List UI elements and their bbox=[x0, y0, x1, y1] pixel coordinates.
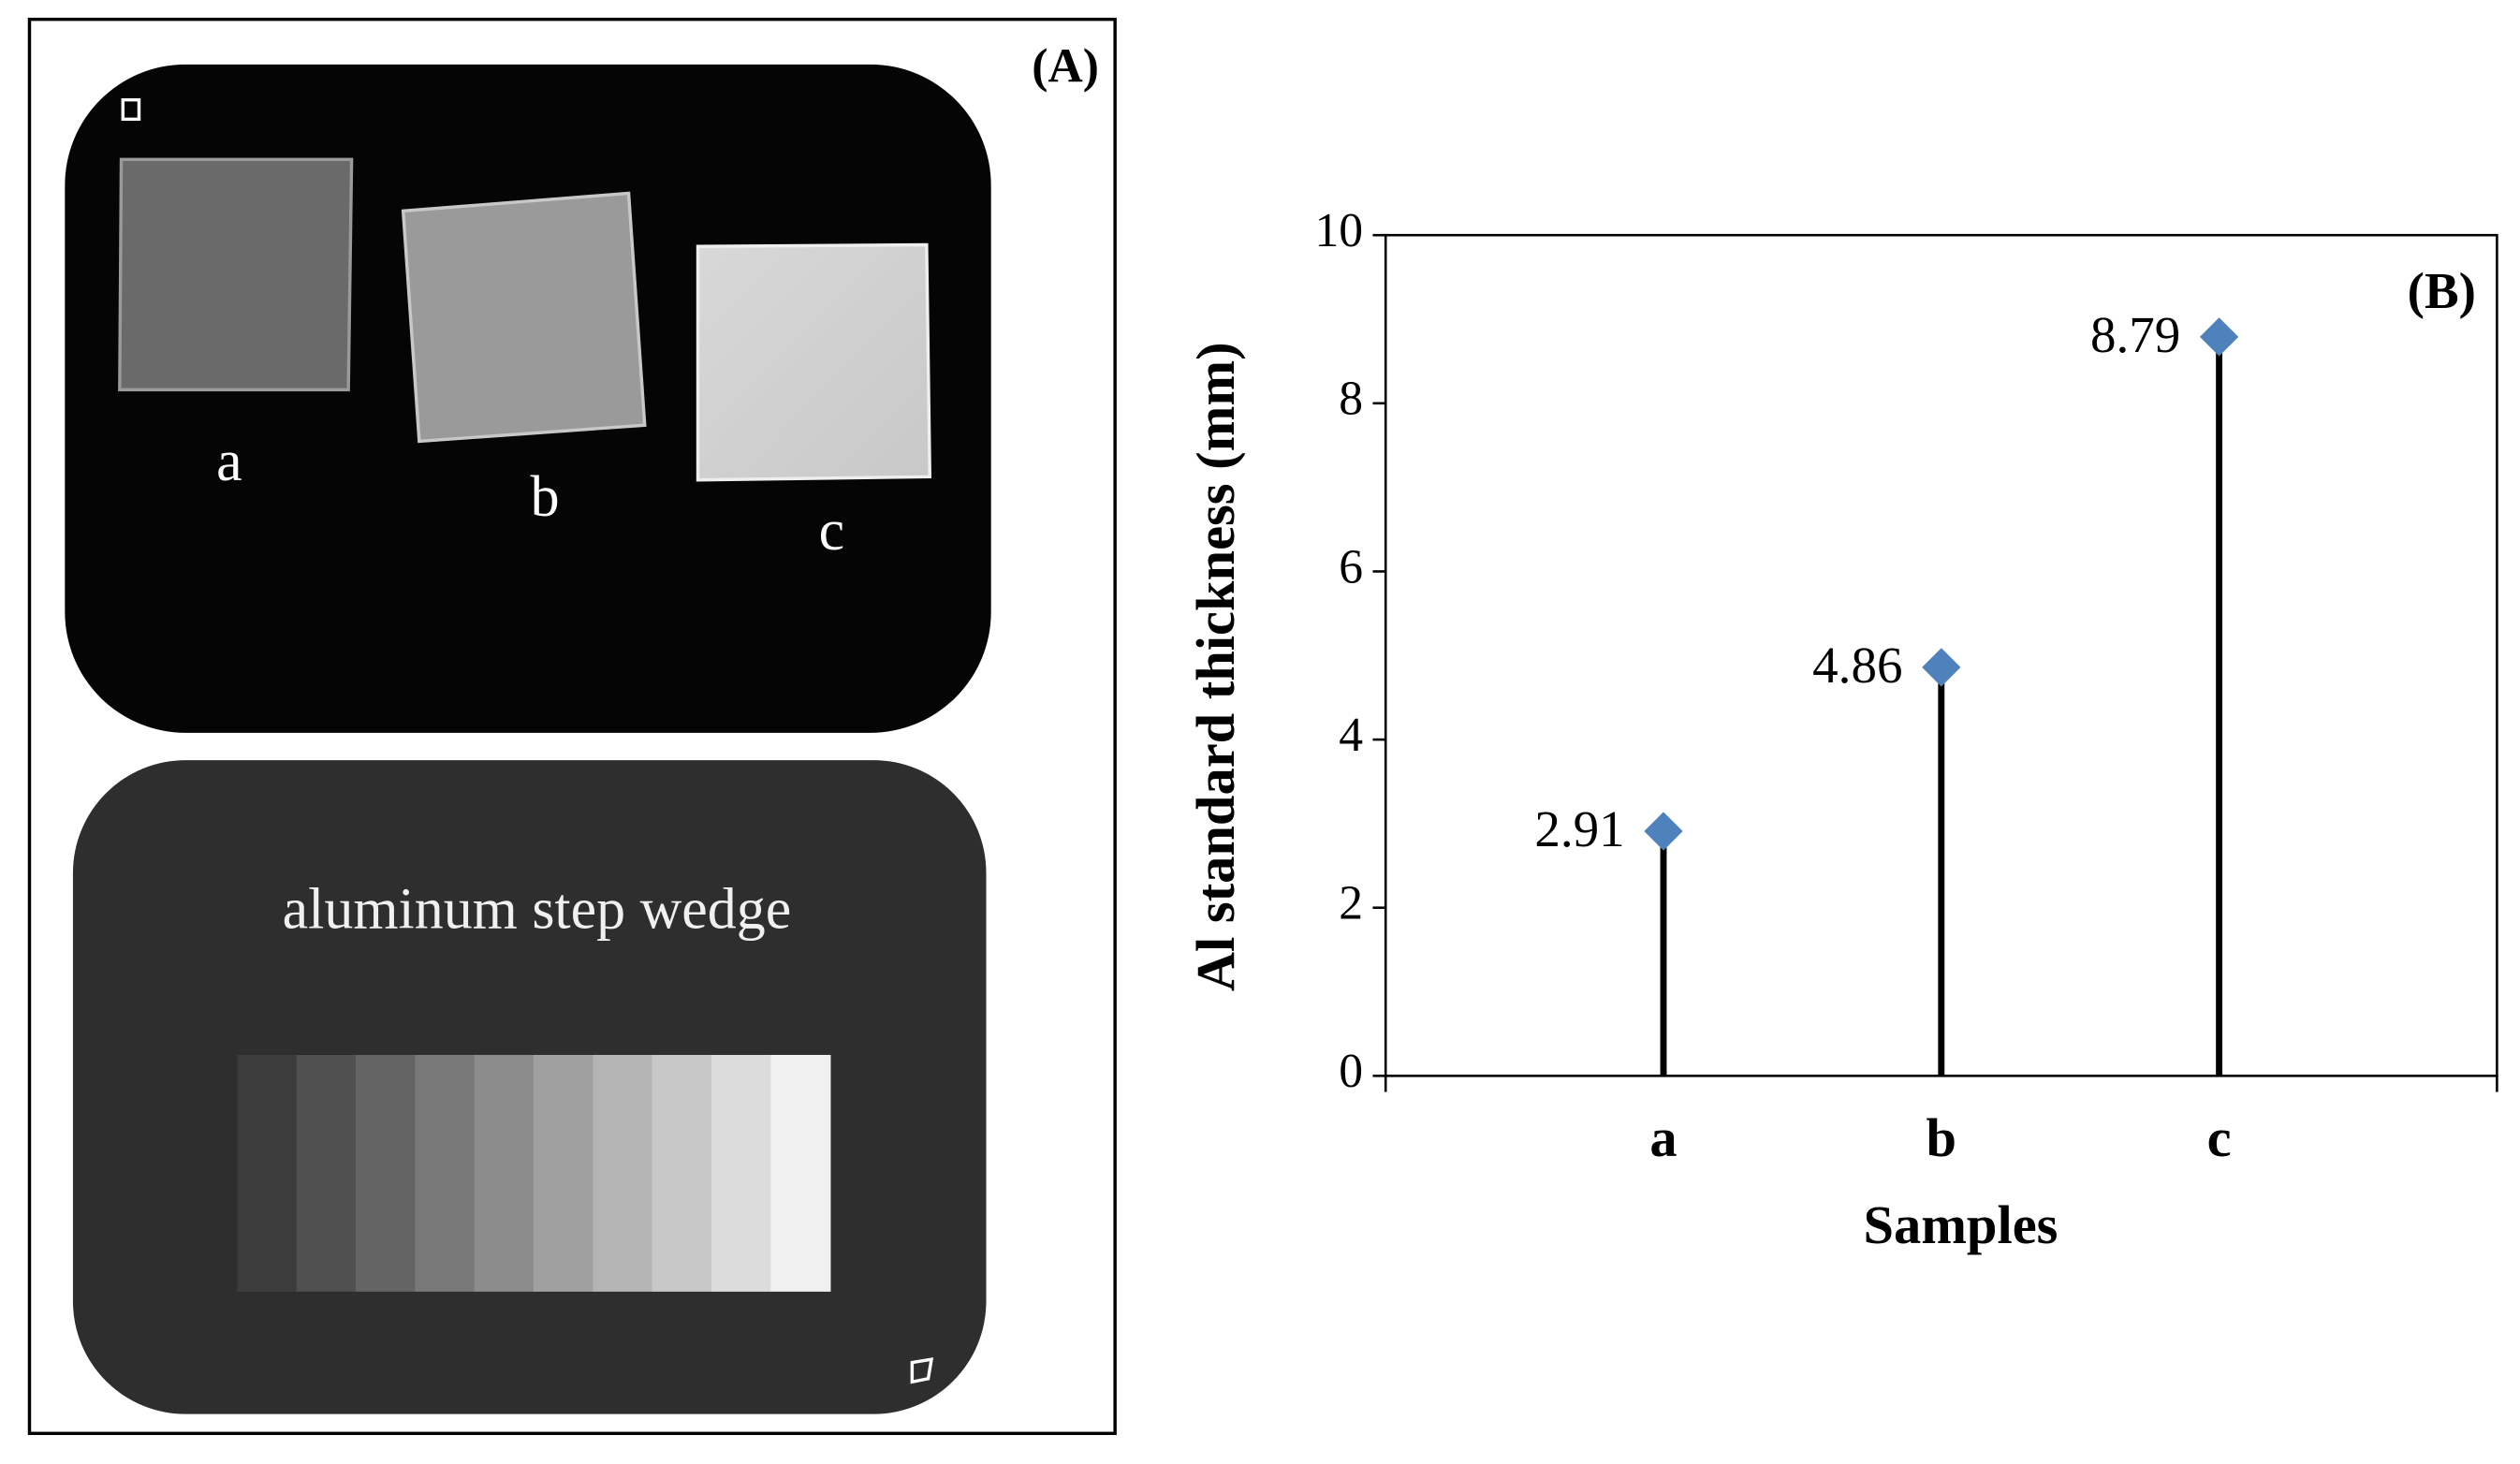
x-tick-label: c bbox=[2207, 1107, 2232, 1168]
data-label: 8.79 bbox=[2090, 306, 2180, 363]
wedge-step bbox=[652, 1054, 712, 1292]
wedge-step bbox=[711, 1054, 772, 1292]
x-tick-label: b bbox=[1927, 1107, 1957, 1168]
wedge-label: aluminum step wedge bbox=[283, 878, 792, 942]
y-tick-label: 4 bbox=[1339, 709, 1363, 762]
wedge-step bbox=[593, 1054, 653, 1292]
panel-label: (A) bbox=[1032, 40, 1099, 94]
data-label: 4.86 bbox=[1812, 637, 1902, 694]
x-axis-label: Samples bbox=[1863, 1194, 2058, 1255]
wedge-step bbox=[237, 1054, 298, 1292]
diamond-marker bbox=[1644, 812, 1683, 851]
sample-square bbox=[118, 157, 354, 392]
sample-label: c bbox=[819, 499, 845, 563]
sample-label: b bbox=[531, 465, 560, 529]
diamond-marker bbox=[1922, 648, 1961, 687]
y-tick-label: 6 bbox=[1339, 540, 1363, 593]
y-tick-label: 8 bbox=[1339, 373, 1363, 426]
wedge-step bbox=[296, 1054, 357, 1292]
sample-label: a bbox=[216, 430, 242, 493]
wedge-step bbox=[415, 1054, 476, 1292]
wedge-step bbox=[356, 1054, 417, 1292]
y-tick-label: 10 bbox=[1315, 204, 1364, 257]
diamond-marker bbox=[2199, 317, 2239, 357]
marker bbox=[121, 97, 141, 122]
data-label: 2.91 bbox=[1534, 800, 1624, 857]
x-tick-label: a bbox=[1649, 1107, 1677, 1168]
step-wedge bbox=[237, 1054, 831, 1292]
sample-square bbox=[401, 191, 647, 444]
wedge-step bbox=[474, 1054, 535, 1292]
chart: (B) Samples Al standard thickness (mm) 0… bbox=[1185, 204, 2498, 1255]
wedge-step bbox=[770, 1054, 831, 1292]
panel-label: (B) bbox=[2408, 262, 2476, 319]
marker bbox=[910, 1357, 934, 1384]
y-tick-label: 2 bbox=[1339, 877, 1363, 930]
sample-square bbox=[696, 242, 932, 482]
y-axis-label: Al standard thickness (mm) bbox=[1185, 342, 1246, 991]
wedge-step bbox=[534, 1054, 594, 1292]
y-tick-label: 0 bbox=[1339, 1045, 1363, 1098]
